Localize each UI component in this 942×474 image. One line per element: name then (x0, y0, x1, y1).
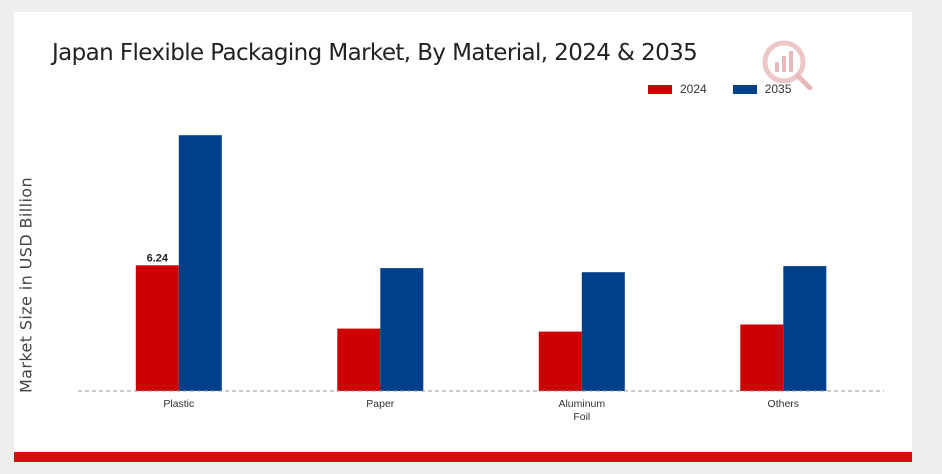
chart-title: Japan Flexible Packaging Market, By Mate… (52, 40, 698, 66)
labels-layer: Plastic Paper Aluminum Foil Others 6.24 (147, 252, 799, 423)
legend: 2024 2035 (648, 82, 817, 96)
brand-bottom-bar (14, 452, 912, 462)
legend-label-2024: 2024 (680, 82, 707, 96)
bar-2024-others (740, 324, 784, 391)
legend-label-2035: 2035 (764, 82, 792, 96)
legend-item-2024: 2024 (648, 82, 707, 96)
bar-2035-others (783, 266, 827, 391)
market-research-logo-icon (762, 40, 813, 90)
legend-swatch-2024 (648, 84, 672, 94)
bar-2024-paper (337, 328, 381, 391)
x-tick-label: Paper (366, 398, 395, 410)
bar-2035-aluminum-foil (581, 272, 625, 391)
data-label: 6.24 (147, 252, 169, 264)
bar-2035-paper (380, 268, 424, 391)
bars-layer (135, 135, 827, 391)
x-tick-label: Others (768, 398, 800, 410)
x-tick-label: Aluminum Foil (558, 398, 605, 423)
bar-2024-plastic (135, 265, 179, 391)
bar-2024-aluminum-foil (538, 331, 582, 391)
bar-2035-plastic (178, 135, 222, 391)
x-tick-label: Plastic (163, 398, 194, 410)
legend-swatch-2035 (732, 84, 757, 94)
legend-item-2035: 2035 (732, 82, 792, 96)
